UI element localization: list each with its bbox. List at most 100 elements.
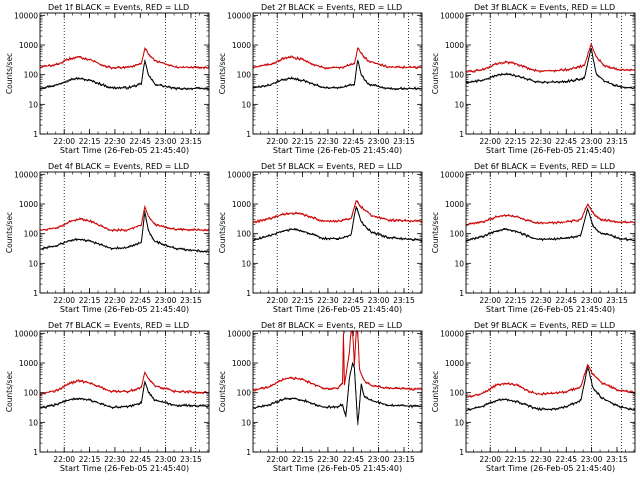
- plot-frame: [252, 171, 423, 294]
- x-tick-label: 22:45: [129, 137, 151, 146]
- x-tick-label: 22:00: [53, 296, 75, 305]
- panel-1: Det 1f BLACK = Events, RED = LLD 1 10 100 10…: [5, 3, 210, 155]
- series-line-lld: [465, 364, 636, 398]
- series-peak-lld: [252, 46, 423, 69]
- panel-title: Det 7f BLACK = Events, RED = LLD: [48, 321, 189, 330]
- x-axis-label: Start Time (26-Feb-05 21:45:40): [60, 464, 189, 473]
- y-tick-label: 10000: [227, 170, 251, 179]
- panel-title: Det 9f BLACK = Events, RED = LLD: [474, 321, 615, 330]
- y-tick-label: 1: [246, 130, 251, 139]
- y-tick-label: 10000: [14, 329, 38, 338]
- y-axis-label: Counts/sec: [431, 212, 440, 253]
- series-peak-lld: [465, 363, 636, 398]
- panel-3: Det 3f BLACK = Events, RED = LLD 1 10 100 10…: [431, 3, 636, 155]
- series-line-events: [39, 383, 210, 410]
- x-tick-label: 23:00: [155, 455, 177, 464]
- x-tick-label: 22:15: [505, 137, 527, 146]
- panel-7: Det 7f BLACK = Events, RED = LLD 1 10 100 10…: [5, 321, 210, 473]
- y-tick-label: 10: [454, 100, 464, 109]
- x-tick-label: 23:15: [180, 296, 202, 305]
- y-tick-label: 100: [450, 230, 465, 239]
- x-tick-label: 22:30: [530, 296, 552, 305]
- y-tick-label: 10000: [440, 11, 464, 20]
- y-tick-label: 1: [246, 289, 251, 298]
- y-tick-label: 1: [33, 289, 38, 298]
- series-line-lld: [465, 44, 636, 73]
- plot-frame: [465, 171, 636, 294]
- y-tick-label: 100: [24, 389, 39, 398]
- panel-4: Det 4f BLACK = Events, RED = LLD 1 10 100 10…: [5, 162, 210, 314]
- y-axis-label: Counts/sec: [5, 53, 14, 94]
- x-tick-label: 22:30: [530, 455, 552, 464]
- x-tick-label: 23:15: [606, 296, 628, 305]
- series-peak-events: [252, 59, 422, 89]
- series-line-lld: [465, 203, 636, 226]
- x-tick-label: 22:30: [530, 137, 552, 146]
- y-axis-label: Counts/sec: [218, 53, 227, 94]
- y-tick-label: 10000: [440, 170, 464, 179]
- y-tick-label: 100: [237, 71, 252, 80]
- x-axis-label: Start Time (26-Feb-05 21:45:40): [486, 305, 615, 314]
- plot-frame: [465, 330, 636, 453]
- x-axis-label: Start Time (26-Feb-05 21:45:40): [486, 146, 615, 155]
- x-tick-label: 23:15: [606, 137, 628, 146]
- y-tick-label: 1: [246, 448, 251, 457]
- y-tick-label: 100: [24, 71, 39, 80]
- series-peak-events: [39, 59, 209, 89]
- x-tick-label: 23:00: [368, 455, 390, 464]
- series-line-lld: [39, 207, 210, 233]
- x-tick-label: 23:15: [180, 137, 202, 146]
- x-tick-label: 22:00: [266, 296, 288, 305]
- y-tick-label: 1: [459, 289, 464, 298]
- y-tick-label: 10: [28, 259, 38, 268]
- y-tick-label: 10: [241, 418, 251, 427]
- y-tick-label: 1000: [19, 200, 38, 209]
- y-tick-label: 100: [450, 71, 465, 80]
- x-tick-label: 22:30: [317, 296, 339, 305]
- series-peak-events: [252, 205, 423, 241]
- x-axis-label: Start Time (26-Feb-05 21:45:40): [60, 146, 189, 155]
- panel-5: Det 5f BLACK = Events, RED = LLD 1 10 100 10…: [218, 162, 423, 314]
- y-tick-label: 1000: [232, 200, 251, 209]
- plot-frame: [39, 330, 210, 453]
- x-tick-label: 22:00: [479, 455, 501, 464]
- x-tick-label: 23:15: [606, 455, 628, 464]
- series-peak-events: [465, 207, 636, 241]
- series-line-events: [252, 362, 423, 421]
- x-tick-label: 22:00: [53, 455, 75, 464]
- plot-frame: [465, 12, 636, 135]
- y-tick-label: 10000: [227, 11, 251, 20]
- x-tick-label: 22:45: [342, 296, 364, 305]
- x-tick-label: 22:15: [505, 455, 527, 464]
- y-tick-label: 10000: [227, 329, 251, 338]
- x-tick-label: 22:00: [479, 137, 501, 146]
- plot-frame: [252, 330, 423, 453]
- x-axis-label: Start Time (26-Feb-05 21:45:40): [60, 305, 189, 314]
- y-tick-label: 100: [237, 389, 252, 398]
- x-tick-label: 22:15: [292, 137, 314, 146]
- panel-8: Det 8f BLACK = Events, RED = LLD 1 10 100 10…: [218, 321, 423, 473]
- x-tick-label: 22:30: [104, 296, 126, 305]
- y-tick-label: 10: [454, 418, 464, 427]
- x-tick-label: 23:00: [155, 137, 177, 146]
- x-tick-label: 22:30: [317, 137, 339, 146]
- series-peak-lld: [465, 42, 636, 73]
- series-peak-events: [252, 361, 423, 426]
- y-tick-label: 1: [33, 448, 38, 457]
- y-tick-label: 1000: [19, 41, 38, 50]
- series-peak-events: [39, 210, 210, 253]
- x-tick-label: 22:30: [104, 455, 126, 464]
- x-tick-label: 22:45: [555, 296, 577, 305]
- x-tick-label: 23:15: [180, 455, 202, 464]
- y-tick-label: 10000: [14, 170, 38, 179]
- x-tick-label: 22:15: [79, 137, 101, 146]
- x-tick-label: 22:45: [342, 137, 364, 146]
- series-line-lld: [39, 48, 210, 70]
- x-tick-label: 23:00: [581, 137, 603, 146]
- y-tick-label: 1000: [232, 359, 251, 368]
- y-axis-label: Counts/sec: [431, 53, 440, 94]
- x-tick-label: 22:15: [79, 455, 101, 464]
- panel-title: Det 6f BLACK = Events, RED = LLD: [474, 162, 615, 171]
- y-tick-label: 10000: [14, 11, 38, 20]
- y-axis-label: Counts/sec: [431, 371, 440, 412]
